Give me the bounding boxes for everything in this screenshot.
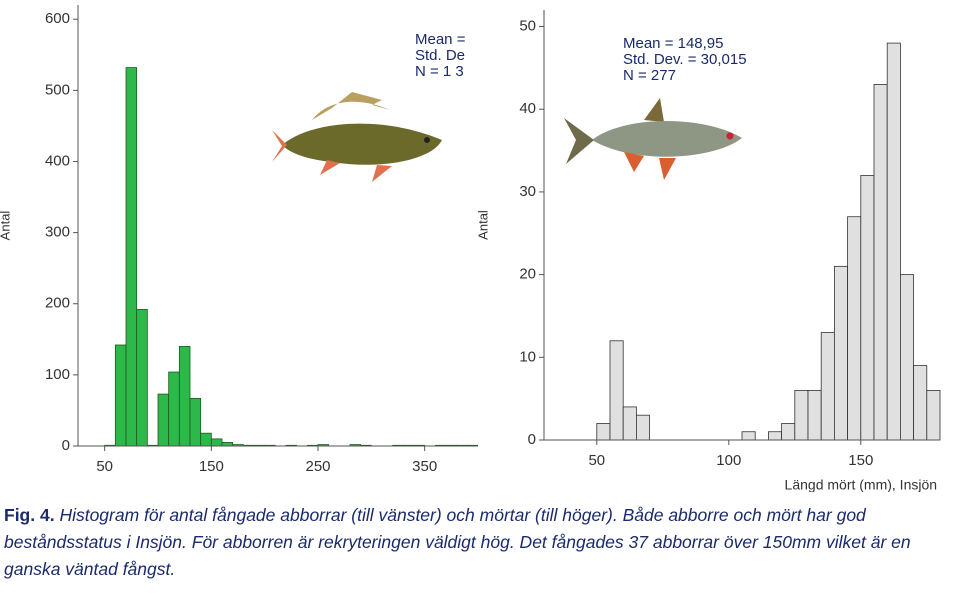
- bar: [913, 365, 928, 441]
- y-tick-label: 400: [45, 152, 70, 169]
- y-tick-label: 0: [62, 437, 70, 454]
- bar: [926, 389, 941, 441]
- y-tick-label: 40: [519, 100, 536, 117]
- stats-annotation: Std. De: [415, 47, 465, 64]
- bar: [820, 332, 835, 441]
- bar: [136, 309, 148, 447]
- bar: [873, 84, 888, 441]
- bar: [178, 346, 191, 447]
- x-tick-label: 100: [716, 452, 741, 469]
- x-tick-label: 150: [848, 452, 873, 469]
- x-tick-label: 50: [96, 458, 113, 475]
- y-axis-label: Antal: [0, 211, 12, 241]
- caption-label: Fig. 4.: [4, 505, 55, 525]
- caption: Fig. 4. Histogram för antal fångade abbo…: [4, 502, 960, 583]
- bar: [125, 67, 138, 447]
- y-tick-label: 600: [45, 10, 70, 27]
- y-tick-label: 200: [45, 295, 70, 312]
- y-tick-label: 20: [519, 266, 536, 283]
- bar: [200, 432, 212, 447]
- bar: [886, 42, 901, 441]
- bar: [168, 371, 180, 447]
- stats-annotation: Mean =: [415, 31, 466, 48]
- bar: [210, 438, 223, 447]
- y-tick-label: 10: [519, 348, 536, 365]
- y-tick-label: 50: [519, 18, 536, 35]
- stats-annotation: N = 277: [623, 67, 676, 84]
- bar: [622, 406, 637, 441]
- caption-text: Histogram för antal fångade abborrar (ti…: [4, 505, 911, 579]
- bar: [781, 423, 796, 441]
- x-tick-label: 350: [412, 458, 437, 475]
- bar: [157, 393, 170, 447]
- x-axis-label: Längd mört (mm), Insjön: [785, 477, 938, 492]
- figure: 0 100 200 300 400 500 600 50 150 250 350 Antal Mean …: [0, 5, 941, 492]
- bar: [189, 397, 202, 447]
- y-tick-label: 30: [519, 183, 536, 200]
- roach-illustration: [564, 98, 742, 180]
- bar: [635, 414, 650, 441]
- perch-illustration: [272, 92, 442, 182]
- bar: [860, 174, 875, 441]
- y-tick-label: 100: [45, 366, 70, 383]
- bar: [596, 423, 611, 441]
- roach-histogram: 0 10 20 30 40 50 50 100 150 Antal Längd mört (mm),…: [478, 10, 941, 492]
- y-axis-label: Antal: [478, 210, 490, 240]
- stats-annotation: Mean = 148,95: [623, 35, 724, 52]
- bar: [847, 216, 862, 441]
- y-tick-label: 300: [45, 224, 70, 241]
- x-tick-label: 50: [588, 452, 605, 469]
- perch-histogram: 0 100 200 300 400 500 600 50 150 250 350 Antal Mean …: [0, 5, 478, 475]
- bar: [609, 340, 624, 441]
- bar: [114, 344, 127, 447]
- x-tick-label: 150: [199, 458, 224, 475]
- bar: [221, 442, 234, 447]
- bar: [833, 265, 848, 441]
- bar: [807, 389, 822, 441]
- stats-annotation: Std. Dev. = 30,015: [623, 51, 747, 68]
- bar: [767, 431, 782, 441]
- y-tick-label: 500: [45, 81, 70, 98]
- bar: [794, 389, 809, 441]
- bar: [899, 274, 914, 441]
- x-tick-label: 250: [305, 458, 330, 475]
- stats-annotation: N = 1 3: [415, 63, 464, 80]
- y-tick-label: 0: [528, 431, 536, 448]
- bar: [741, 431, 756, 441]
